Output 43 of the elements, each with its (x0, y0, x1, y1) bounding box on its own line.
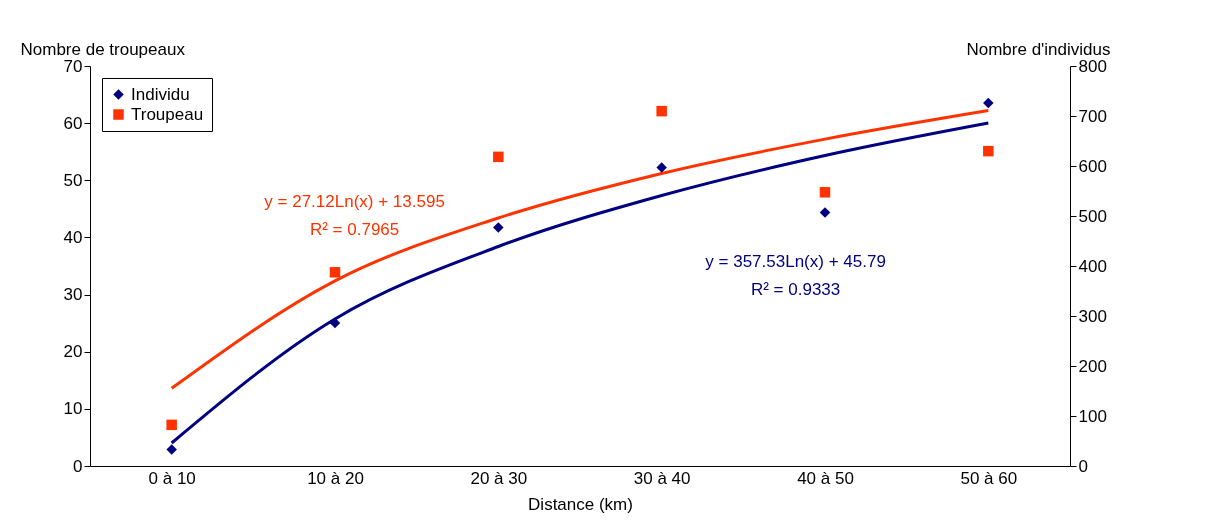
x-tick-label: 0 à 10 (148, 468, 196, 488)
y2-tick-label: 300 (1078, 306, 1107, 326)
annotation: R² = 0.9333 (750, 280, 841, 299)
legend-label: Troupeau (131, 104, 204, 124)
point (656, 162, 667, 173)
y2-tick-label: 700 (1078, 106, 1107, 126)
y-tick-label: 0 (73, 456, 83, 476)
point (983, 145, 994, 157)
y2-tick-label: 100 (1078, 406, 1107, 426)
point (166, 419, 177, 431)
y-tick-label: 30 (63, 285, 83, 305)
point (983, 97, 994, 109)
y2-tick-label: 200 (1078, 356, 1107, 376)
x-tick-label: 40 à 50 (797, 468, 854, 488)
annotation: y = 27.12Ln(x) + 13.595 (264, 192, 445, 211)
point (656, 105, 667, 117)
y-tick-label: 40 (63, 227, 83, 247)
x-tick-label: 50 à 60 (960, 468, 1018, 488)
legend-label: Individu (131, 84, 190, 104)
y-tick-label: 20 (63, 342, 83, 362)
y-tick-label: 70 (63, 56, 83, 76)
y-axis-title: Nombre de troupeaux (20, 39, 186, 59)
x-axis-title: Distance (km) (528, 494, 633, 514)
annotation: y = 357.53Ln(x) + 45.79 (705, 252, 886, 271)
point (329, 267, 341, 278)
point (166, 444, 177, 455)
y-tick-label: 50 (63, 170, 83, 190)
point (819, 187, 831, 198)
x-tick-label: 20 à 30 (470, 468, 528, 488)
y-tick-label: 10 (63, 399, 83, 419)
y2-axis-title: Nombre d'individus (966, 39, 1111, 59)
point (493, 222, 504, 233)
x-tick-label: 30 à 40 (633, 468, 691, 488)
y2-tick-label: 400 (1078, 256, 1107, 276)
point (819, 207, 831, 218)
annotation: R² = 0.7965 (309, 220, 400, 239)
y2-tick-label: 0 (1078, 456, 1088, 476)
y-tick-label: 60 (63, 113, 83, 133)
y2-tick-label: 600 (1078, 156, 1107, 176)
x-tick-label: 10 à 20 (307, 468, 364, 488)
point (493, 151, 504, 163)
y2-tick-label: 500 (1078, 206, 1107, 226)
y2-tick-label: 800 (1078, 56, 1107, 76)
